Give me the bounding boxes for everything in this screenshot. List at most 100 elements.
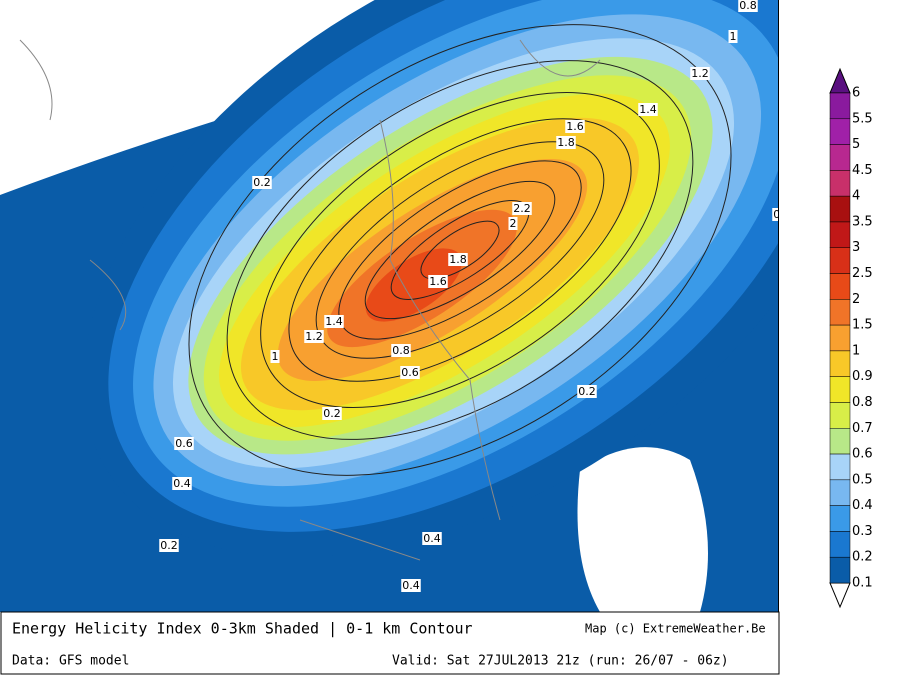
colorbar-label: 0.4 bbox=[852, 498, 873, 513]
colorbar-label: 4.5 bbox=[852, 163, 873, 178]
footer bbox=[0, 611, 780, 675]
contour-label: 0.6 bbox=[175, 437, 193, 450]
contour-line bbox=[288, 118, 632, 382]
contour-label: 1.8 bbox=[557, 136, 575, 149]
colorbar-label: 4 bbox=[852, 189, 860, 204]
footer-source: Data: GFS model bbox=[12, 654, 129, 669]
colorbar-box bbox=[829, 118, 851, 145]
contour-label: 2 bbox=[510, 217, 517, 230]
contour-label-box bbox=[638, 103, 658, 116]
contour-label-box bbox=[728, 30, 738, 43]
colorbar-box bbox=[829, 92, 851, 120]
contour-label: 1.8 bbox=[449, 253, 467, 266]
footer-valid: Valid: Sat 27JUL2013 21z (run: 26/07 - 0… bbox=[392, 654, 729, 669]
colorbar-label: 0.8 bbox=[852, 395, 873, 410]
contour-line bbox=[260, 91, 660, 409]
contour-label: 0.6 bbox=[401, 366, 419, 379]
contour-label: 1.6 bbox=[429, 275, 447, 288]
colorbar-high-arrow bbox=[829, 67, 851, 94]
colorbar-label: 6 bbox=[852, 86, 860, 101]
contour-label-box bbox=[400, 366, 420, 379]
contour-label: 0.4 bbox=[173, 477, 191, 490]
contour-label: 0.2 bbox=[160, 539, 178, 552]
colorbar-box bbox=[829, 479, 851, 506]
colorbar-low-arrow bbox=[829, 582, 851, 609]
contour-label: 1.6 bbox=[566, 120, 584, 133]
colorbar-label: 2 bbox=[852, 292, 860, 307]
contour-label-box bbox=[428, 275, 448, 288]
contour-label-box bbox=[322, 407, 342, 420]
contour-label-box bbox=[324, 315, 344, 328]
contour-label: 0.2 bbox=[773, 208, 791, 221]
colorbar-box bbox=[829, 402, 851, 429]
colorbar-label: 5 bbox=[852, 137, 860, 152]
coastlines bbox=[19, 39, 601, 561]
contour-labels: 0.811.21.41.61.82.220.20.21.81.61.41.21 0… bbox=[159, 0, 791, 592]
contour-line bbox=[420, 220, 500, 280]
colorbar-label: 0.7 bbox=[852, 421, 873, 436]
contour-label: 0.2 bbox=[323, 407, 341, 420]
footer-title: Energy Helicity Index 0-3km Shaded | 0-1… bbox=[12, 620, 473, 638]
colorbar-box bbox=[829, 221, 851, 248]
contour-label: 1 bbox=[730, 30, 737, 43]
contour-label-box bbox=[448, 253, 468, 266]
colorbar-label: 0.5 bbox=[852, 472, 873, 487]
contour-label-box bbox=[508, 217, 518, 230]
contour-label-box bbox=[772, 208, 778, 221]
colorbar-box bbox=[829, 170, 851, 197]
shade-band bbox=[365, 248, 462, 322]
colorbar-box bbox=[829, 324, 851, 352]
footer-credit: Map (c) ExtremeWeather.Be bbox=[585, 622, 766, 636]
contour-label-box bbox=[512, 202, 532, 215]
colorbar-box bbox=[829, 195, 851, 223]
colorbar-label: 3.5 bbox=[852, 214, 873, 229]
colorbar-box bbox=[829, 299, 851, 326]
contour-label-box bbox=[172, 477, 192, 490]
no-data-area bbox=[577, 447, 708, 612]
colorbar-label: 5.5 bbox=[852, 111, 873, 126]
colorbar-label: 0.9 bbox=[852, 369, 873, 384]
contour-label: 0.2 bbox=[253, 176, 271, 189]
colorbar-label: 3 bbox=[852, 240, 860, 255]
colorbar-label: 0.3 bbox=[852, 524, 873, 539]
contour-label: 0.2 bbox=[578, 385, 596, 398]
contour-label-box bbox=[738, 0, 758, 12]
colorbar-label: 2.5 bbox=[852, 266, 873, 281]
colorbar-box bbox=[829, 531, 851, 558]
contour-label-box bbox=[556, 136, 576, 149]
contour-label-box bbox=[252, 176, 272, 189]
colorbar-box bbox=[829, 144, 851, 171]
contour-label: 2.2 bbox=[513, 202, 531, 215]
contour-label-box bbox=[690, 67, 710, 80]
contour-label-box bbox=[422, 532, 442, 545]
colorbar-label: 0.2 bbox=[852, 550, 873, 565]
contour-label-box bbox=[304, 330, 324, 343]
map-border bbox=[778, 0, 779, 612]
colorbar-box bbox=[829, 273, 851, 300]
colorbar-box bbox=[829, 505, 851, 532]
colorbar-label: 1 bbox=[852, 343, 860, 358]
contour-label: 1 bbox=[272, 350, 279, 363]
contour-label: 1.4 bbox=[639, 103, 657, 116]
contour-label: 0.4 bbox=[423, 532, 441, 545]
contour-line bbox=[226, 60, 694, 440]
contour-label: 1.2 bbox=[691, 67, 709, 80]
colorbar-box bbox=[829, 350, 851, 377]
colorbar-label: 0.1 bbox=[852, 576, 873, 591]
contour-label: 0.4 bbox=[402, 579, 420, 592]
contour-label: 1.4 bbox=[325, 315, 343, 328]
contour-label-box bbox=[159, 539, 179, 552]
contour-label: 0.8 bbox=[392, 344, 410, 357]
contour-label-box bbox=[270, 350, 280, 363]
colorbar-box bbox=[829, 428, 851, 455]
contour-label: 0.8 bbox=[739, 0, 757, 12]
contour-label-box bbox=[565, 120, 585, 133]
contour-label-box bbox=[577, 385, 597, 398]
contour-label-box bbox=[391, 344, 411, 357]
contour-line bbox=[364, 180, 556, 320]
colorbar-box bbox=[829, 453, 851, 481]
contour-line bbox=[188, 24, 732, 476]
